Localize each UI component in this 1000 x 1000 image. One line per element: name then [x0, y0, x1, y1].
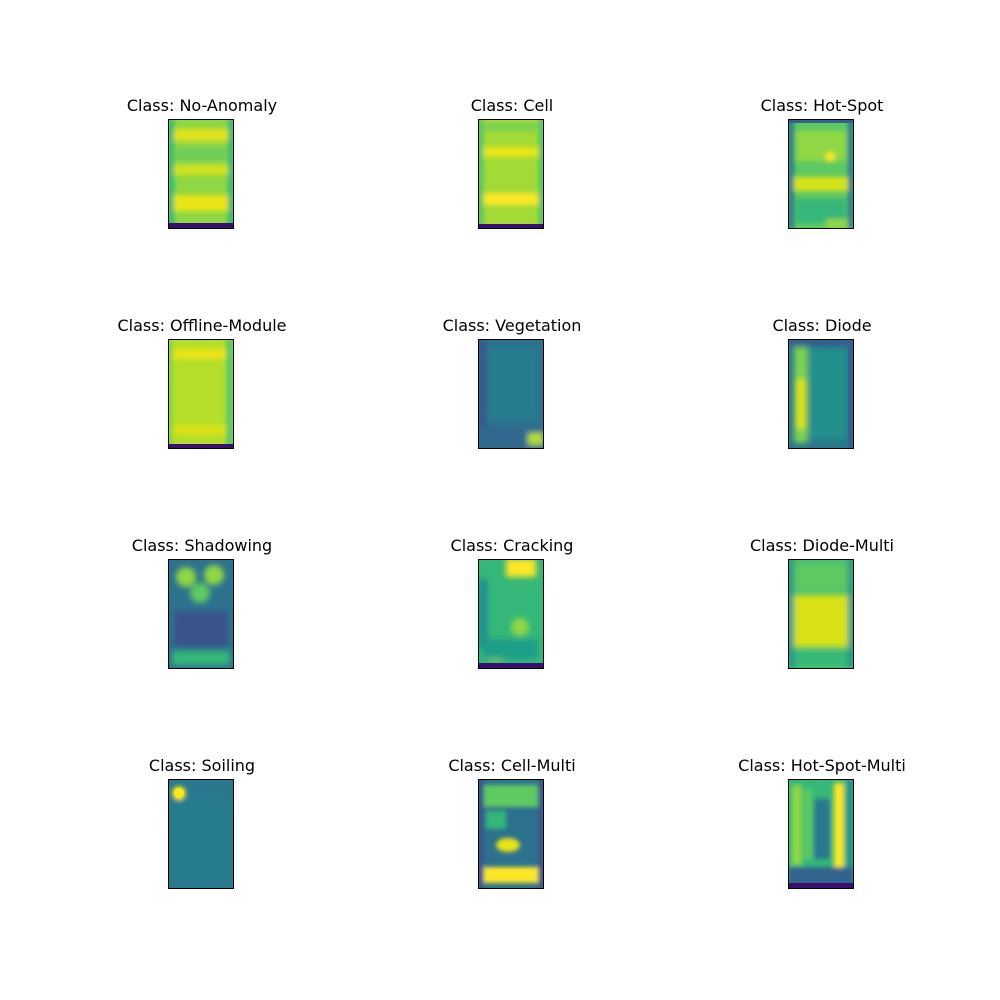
thermal-image-offline-module — [168, 339, 234, 449]
thermal-image-vegetation — [478, 339, 544, 449]
thermal-image-cell-multi — [478, 779, 544, 889]
panel-title: Class: Vegetation — [442, 316, 582, 335]
panel-title: Class: Cracking — [450, 536, 574, 555]
thermal-image-hot-spot-multi — [788, 779, 854, 889]
panel-shadowing: Class: Shadowing — [102, 535, 302, 685]
panel-title: Class: Hot-Spot — [760, 96, 884, 115]
panel-diode-multi: Class: Diode-Multi — [722, 535, 922, 685]
thermal-image-shadowing — [168, 559, 234, 669]
panel-offline-module: Class: Offline-Module — [102, 315, 302, 465]
thermal-image-diode — [788, 339, 854, 449]
panel-no-anomaly: Class: No-Anomaly — [102, 95, 302, 245]
panel-hot-spot-multi: Class: Hot-Spot-Multi — [722, 755, 922, 905]
panel-diode: Class: Diode — [722, 315, 922, 465]
panel-cell-multi: Class: Cell-Multi — [412, 755, 612, 905]
panel-title: Class: Shadowing — [131, 536, 273, 555]
panel-cracking: Class: Cracking — [412, 535, 612, 685]
panel-cell: Class: Cell — [412, 95, 612, 245]
panel-title: Class: Cell-Multi — [448, 756, 576, 775]
panel-hot-spot: Class: Hot-Spot — [722, 95, 922, 245]
thermal-image-cracking — [478, 559, 544, 669]
panel-title: Class: Hot-Spot-Multi — [738, 756, 906, 775]
panel-title: Class: Soiling — [148, 756, 256, 775]
panel-title: Class: Offline-Module — [117, 316, 287, 335]
panel-soiling: Class: Soiling — [102, 755, 302, 905]
panel-vegetation: Class: Vegetation — [412, 315, 612, 465]
panel-title: Class: Diode-Multi — [749, 536, 894, 555]
thermal-image-hot-spot — [788, 119, 854, 229]
thermal-image-diode-multi — [788, 559, 854, 669]
thermal-image-soiling — [168, 779, 234, 889]
thermal-image-cell — [478, 119, 544, 229]
thermal-image-no-anomaly — [168, 119, 234, 229]
panel-title: Class: Cell — [470, 96, 554, 115]
panel-title: Class: Diode — [772, 316, 872, 335]
panel-title: Class: No-Anomaly — [126, 96, 278, 115]
